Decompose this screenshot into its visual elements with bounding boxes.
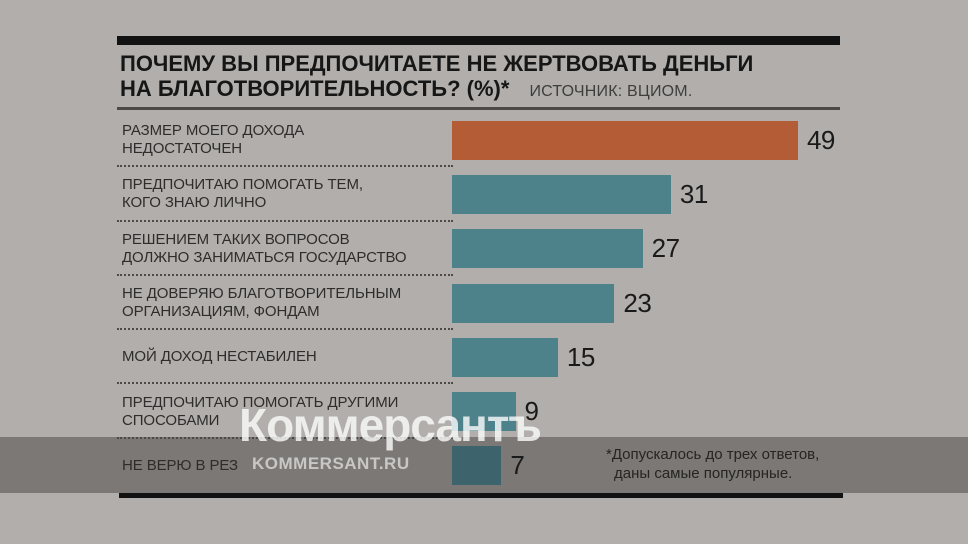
bar-value: 27: [651, 233, 680, 264]
value-bar: [452, 120, 798, 160]
category-label: МОЙ ДОХОД НЕСТАБИЛЕН: [122, 348, 317, 366]
value-bar: [452, 283, 615, 323]
chart-row: МОЙ ДОХОД НЕСТАБИЛЕН 15: [117, 330, 840, 385]
chart-row: ПРЕДПОЧИТАЮ ПОМОГАТЬ ТЕМ, КОГО ЗНАЮ ЛИЧНО…: [117, 167, 840, 222]
chart-row: РЕШЕНИЕМ ТАКИХ ВОПРОСОВ ДОЛЖНО ЗАНИМАТЬСЯ…: [117, 222, 840, 276]
chart-row: РАЗМЕР МОЕГО ДОХОДА НЕДОСТАТОЧЕН 49: [117, 113, 840, 168]
header-bottom-rule: [117, 107, 840, 110]
bar-value: 49: [806, 124, 835, 155]
value-bar: [452, 446, 502, 486]
category-label: ПРЕДПОЧИТАЮ ПОМОГАТЬ ТЕМ, КОГО ЗНАЮ ЛИЧНО: [122, 176, 363, 212]
source-label: ИСТОЧНИК: ВЦИОМ.: [529, 83, 693, 100]
value-bar: [452, 229, 643, 269]
row-separator: [117, 328, 453, 331]
category-label: НЕ ДОВЕРЯЮ БЛАГОТВОРИТЕЛЬНЫМ ОРГАНИЗАЦИЯМ…: [122, 285, 402, 321]
bar-value: 31: [679, 178, 708, 209]
footnote-line1: *Допускалось до трех ответов,: [606, 446, 820, 463]
header-top-rule: [117, 36, 840, 45]
row-separator: [117, 436, 453, 439]
bottom-rule: [119, 493, 843, 498]
bar-value: 23: [623, 287, 652, 318]
chart-row: ПРЕДПОЧИТАЮ ПОМОГАТЬ ДРУГИМИ СПОСОБАМИ 9: [117, 385, 840, 439]
chart-row: НЕ ДОВЕРЯЮ БЛАГОТВОРИТЕЛЬНЫМ ОРГАНИЗАЦИЯМ…: [117, 276, 840, 331]
bar-value: 7: [510, 450, 525, 481]
category-label: РАЗМЕР МОЕГО ДОХОДА НЕДОСТАТОЧЕН: [122, 122, 305, 158]
footnote-line2: даны самые популярные.: [614, 465, 793, 482]
chart-row: НЕ ВЕРЮ В РЕЗ 7: [117, 439, 840, 493]
value-bar: [452, 174, 671, 214]
row-separator: [117, 219, 453, 222]
bar-chart: РАЗМЕР МОЕГО ДОХОДА НЕДОСТАТОЧЕН 49 ПРЕДП…: [117, 113, 840, 494]
category-label: РЕШЕНИЕМ ТАКИХ ВОПРОСОВ ДОЛЖНО ЗАНИМАТЬСЯ…: [122, 230, 407, 266]
category-label: ПРЕДПОЧИТАЮ ПОМОГАТЬ ДРУГИМИ СПОСОБАМИ: [122, 393, 399, 429]
footnote: *Допускалось до трех ответов, даны самые…: [606, 445, 846, 483]
chart-title-line1: ПОЧЕМУ ВЫ ПРЕДПОЧИТАЕТЕ НЕ ЖЕРТВОВАТЬ ДЕ…: [120, 51, 754, 76]
bar-value: 15: [566, 341, 595, 372]
category-label: НЕ ВЕРЮ В РЕЗ: [122, 456, 238, 474]
bar-value: 9: [524, 396, 539, 427]
row-separator: [117, 273, 453, 276]
value-bar: [452, 337, 558, 377]
chart-title: ПОЧЕМУ ВЫ ПРЕДПОЧИТАЕТЕ НЕ ЖЕРТВОВАТЬ ДЕ…: [120, 51, 860, 104]
value-bar: [452, 392, 516, 432]
row-separator: [117, 382, 453, 385]
chart-title-line2: НА БЛАГОТВОРИТЕЛЬНОСТЬ? (%)* ИСТОЧНИК: ВЦ…: [120, 76, 693, 101]
row-separator: [117, 165, 453, 168]
